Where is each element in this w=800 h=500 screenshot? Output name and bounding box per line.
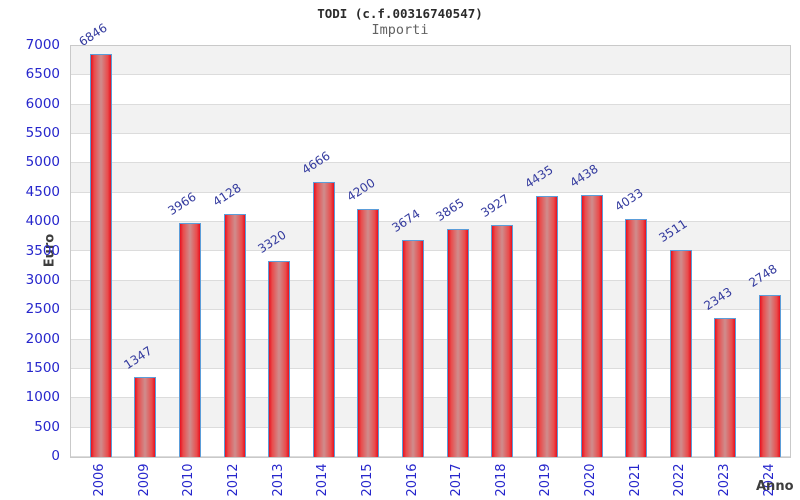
- y-tick-label: 6000: [25, 95, 60, 112]
- bar: [268, 261, 291, 457]
- y-tick-label: 0: [51, 448, 60, 464]
- y-tick-label: 4500: [25, 183, 60, 200]
- bar: [402, 240, 425, 457]
- y-axis-tick-labels: 0 500 1000 1500 2000 2500 3000 3500 4000 4500 5000…: [0, 37, 64, 464]
- grid-band: [71, 75, 790, 105]
- bar: [134, 376, 157, 457]
- x-tick-label: 2015: [359, 463, 375, 497]
- grid-band: [71, 163, 790, 193]
- bar: [535, 195, 558, 457]
- bar: [669, 249, 692, 457]
- x-tick-label: 2013: [270, 463, 286, 497]
- x-tick-label: 2022: [672, 463, 688, 497]
- x-tick-label: 2006: [92, 463, 108, 497]
- bar: [580, 195, 603, 457]
- x-tick-label: 2012: [226, 463, 242, 497]
- bar: [223, 213, 246, 457]
- x-tick-label: 2010: [181, 463, 197, 497]
- bar: [89, 54, 112, 457]
- x-tick-label: 2020: [583, 463, 599, 497]
- grid-band: [71, 134, 790, 164]
- bar: [759, 294, 782, 457]
- y-tick-label: 2500: [25, 301, 60, 318]
- plot-area: 6846 1347 3966 4128 3320 4666 4200 3674 3865 3927…: [70, 21, 791, 458]
- y-tick-label: 4000: [25, 213, 60, 230]
- y-tick-label: 6500: [25, 66, 60, 83]
- y-tick-label: 1000: [25, 389, 60, 406]
- y-tick-label: 5000: [25, 154, 60, 171]
- x-axis-title: Anno: [756, 479, 794, 494]
- x-tick-label: 2017: [449, 463, 465, 497]
- bar: [446, 229, 469, 457]
- y-tick-label: 3000: [25, 271, 60, 288]
- grid-band: [71, 46, 790, 76]
- x-tick-label: 2019: [538, 463, 554, 497]
- bar: [625, 219, 648, 457]
- y-tick-label: 5500: [25, 125, 60, 142]
- bar: [178, 223, 201, 457]
- x-tick-label: 2021: [627, 463, 643, 497]
- x-tick-label: 2009: [136, 463, 152, 497]
- bar: [357, 209, 380, 457]
- y-tick-label: 500: [34, 418, 60, 435]
- x-axis-tick-labels: 2006 2009 2010 2012 2013 2014 2015 2016 2017 2018…: [70, 461, 789, 500]
- bar: [714, 318, 737, 457]
- x-tick-label: 2018: [493, 463, 509, 497]
- grid-band: [71, 104, 790, 135]
- y-tick-label: 2000: [25, 330, 60, 347]
- x-tick-label: 2016: [404, 463, 420, 497]
- chart-subtitle: Importi: [371, 22, 429, 38]
- x-tick-label: 2023: [716, 463, 732, 497]
- y-tick-label: 7000: [25, 37, 60, 53]
- chart-title: TODI (c.f.00316740547): [317, 6, 483, 21]
- x-tick-label: 2014: [315, 463, 331, 497]
- y-tick-label: 1500: [25, 359, 60, 376]
- bar: [312, 182, 335, 457]
- bar: [491, 225, 514, 457]
- grid-band: [71, 192, 790, 223]
- y-tick-label: 3500: [25, 242, 60, 259]
